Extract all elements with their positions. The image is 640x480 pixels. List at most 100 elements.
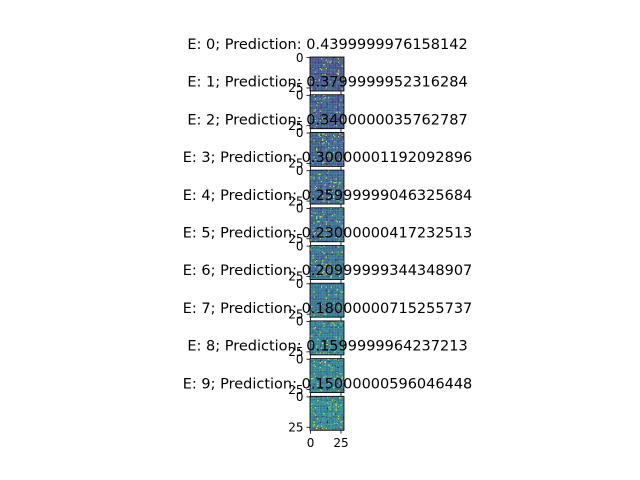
heatmap-cell <box>333 257 335 259</box>
heatmap-cell <box>311 187 313 189</box>
heatmap-cell <box>320 271 323 273</box>
heatmap-cell <box>328 229 330 231</box>
heatmap-cell <box>327 61 329 64</box>
heatmap-cell <box>329 59 331 61</box>
heatmap-cell <box>327 161 329 163</box>
heatmap-cell <box>313 143 315 145</box>
heatmap-cell <box>330 268 332 270</box>
heatmap-cell <box>325 87 328 89</box>
heatmap-cell <box>327 229 329 231</box>
heatmap-cell <box>327 209 329 211</box>
heatmap-cell <box>322 89 324 92</box>
heatmap-cell <box>313 286 315 289</box>
heatmap-cell <box>325 160 328 162</box>
heatmap-cell <box>334 274 336 276</box>
heatmap-cell <box>342 78 345 81</box>
heatmap-cell <box>341 274 343 276</box>
heatmap-cell <box>330 157 332 160</box>
heatmap-cell <box>312 261 314 263</box>
heatmap-cell <box>330 284 332 286</box>
heatmap-cell <box>336 101 338 104</box>
heatmap-cell <box>310 86 312 88</box>
heatmap-cell <box>331 65 334 67</box>
heatmap-cell <box>330 104 332 106</box>
heatmap-cell <box>320 199 323 201</box>
heatmap-cell <box>313 238 315 240</box>
heatmap-cell <box>327 101 329 104</box>
heatmap-cell <box>325 173 328 175</box>
heatmap-cell <box>313 227 315 229</box>
heatmap-cell <box>323 123 325 126</box>
heatmap-cell <box>310 263 312 265</box>
heatmap-cell <box>333 109 335 111</box>
heatmap-cell <box>341 267 343 269</box>
heatmap-cell <box>312 274 314 276</box>
heatmap-cell <box>331 182 334 184</box>
heatmap-cell <box>333 123 335 126</box>
heatmap-cell <box>314 139 317 141</box>
heatmap-cell <box>324 190 326 192</box>
heatmap-cell <box>337 215 340 217</box>
heatmap-cell <box>339 229 341 231</box>
heatmap-cell <box>320 254 323 256</box>
heatmap-cell <box>313 262 315 264</box>
heatmap-cell <box>335 103 337 105</box>
heatmap-cell <box>341 283 343 285</box>
heatmap-cell <box>319 246 321 248</box>
heatmap-cell <box>318 106 320 109</box>
heatmap-cell <box>318 246 320 248</box>
heatmap-cell <box>334 252 336 255</box>
heatmap-cell <box>313 120 315 122</box>
heatmap-cell <box>329 185 331 188</box>
heatmap-cell <box>330 226 332 228</box>
heatmap-cell <box>324 140 326 143</box>
heatmap-cell <box>324 217 326 219</box>
heatmap-cell <box>317 266 319 268</box>
heatmap-cell <box>341 219 343 222</box>
heatmap-cell <box>327 212 329 214</box>
heatmap-cell <box>334 174 336 177</box>
heatmap-cell <box>341 236 343 239</box>
heatmap-cell <box>313 223 315 225</box>
heatmap-cell <box>340 215 342 217</box>
heatmap-cell <box>331 80 334 82</box>
heatmap-cell <box>324 215 326 217</box>
heatmap-cell <box>323 224 325 227</box>
heatmap-cell <box>335 149 337 151</box>
heatmap-cell <box>310 289 312 291</box>
heatmap-cell <box>331 246 334 248</box>
heatmap-cell <box>312 58 314 60</box>
heatmap-cell <box>317 74 319 76</box>
heatmap-cell <box>334 228 336 230</box>
heatmap-cell <box>325 75 328 77</box>
heatmap-cell <box>336 173 338 175</box>
heatmap-cell <box>311 239 313 241</box>
heatmap-cell <box>317 83 319 85</box>
heatmap-cell <box>341 126 343 128</box>
heatmap-cell <box>333 81 335 83</box>
heatmap-cell <box>313 232 315 234</box>
heatmap-cell <box>331 193 334 195</box>
heatmap-cell <box>339 159 341 161</box>
heatmap-cell <box>340 196 342 199</box>
heatmap-cell <box>331 283 334 285</box>
heatmap-cell <box>324 117 326 120</box>
heatmap-cell <box>328 172 330 174</box>
heatmap-cell <box>319 66 321 68</box>
heatmap-cell <box>336 249 338 251</box>
heatmap-cell <box>333 173 335 175</box>
heatmap-cell <box>336 127 338 129</box>
heatmap-cell <box>333 75 335 77</box>
heatmap-cell <box>335 207 337 210</box>
heatmap-cell <box>327 159 329 161</box>
heatmap-cell <box>341 87 343 89</box>
heatmap-cell <box>324 66 326 68</box>
heatmap-cell <box>312 210 314 212</box>
heatmap-cell <box>312 289 314 291</box>
heatmap-cell <box>323 191 325 194</box>
heatmap-cell <box>310 176 312 178</box>
heatmap-cell <box>328 232 330 234</box>
heatmap-cell <box>310 285 312 287</box>
heatmap-cell <box>313 189 315 191</box>
heatmap-cell <box>325 221 328 223</box>
